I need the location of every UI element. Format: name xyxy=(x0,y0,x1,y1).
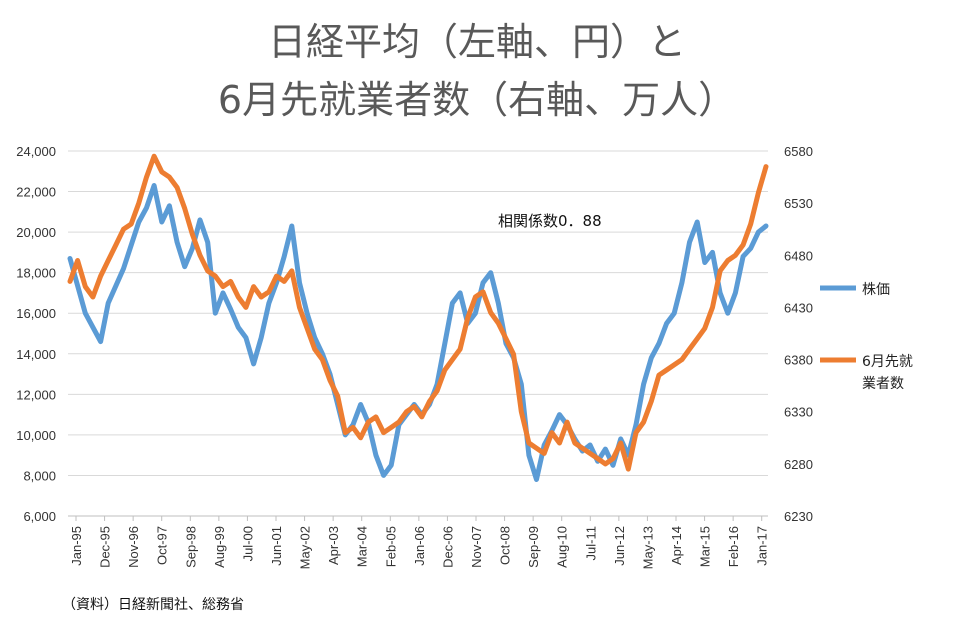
x-tick-label: Dec-95 xyxy=(98,526,113,568)
legend-label-employment-1: 6月先就 xyxy=(862,354,913,370)
x-tick-label: Nov-96 xyxy=(126,526,141,568)
x-tick-label: Jun-01 xyxy=(269,526,284,566)
chart-title-line1: 日経平均（左軸、円）と xyxy=(268,20,686,64)
left-tick-label: 14,000 xyxy=(16,347,56,362)
x-tick-label: Apr-03 xyxy=(326,526,341,565)
x-tick-label: Aug-99 xyxy=(212,526,227,568)
left-axis: 6,000 8,000 10,000 12,000 14,000 16,000 18,000… xyxy=(16,144,56,524)
series-line-employment xyxy=(67,153,769,472)
left-tick-label: 8,000 xyxy=(23,468,56,483)
x-tick-label: Mar-15 xyxy=(698,526,713,567)
x-tick-label: Sep-98 xyxy=(183,526,198,568)
right-tick-label: 6380 xyxy=(784,353,813,368)
x-tick-label: Feb-16 xyxy=(726,526,741,567)
left-tick-label: 22,000 xyxy=(16,185,56,200)
x-tick-label: May-13 xyxy=(640,526,655,569)
right-tick-label: 6230 xyxy=(784,509,813,524)
right-tick-label: 6580 xyxy=(784,144,813,159)
x-tick-label: Jan-06 xyxy=(412,526,427,566)
x-tick-label: Nov-07 xyxy=(469,526,484,568)
legend-label-stock: 株価 xyxy=(862,282,890,298)
x-tick-label: Jun-12 xyxy=(612,526,627,566)
left-tick-label: 6,000 xyxy=(23,509,56,524)
legend-label-employment-2: 業者数 xyxy=(862,376,904,392)
right-tick-label: 6280 xyxy=(784,457,813,472)
x-tick-label: Jan-17 xyxy=(755,526,770,566)
left-tick-label: 12,000 xyxy=(16,387,56,402)
x-tick-label: Oct-97 xyxy=(155,526,170,565)
x-tick-label: Aug-10 xyxy=(555,526,570,568)
x-tick-label: Jul-11 xyxy=(583,526,598,560)
x-tick-label: May-02 xyxy=(298,526,313,569)
left-tick-label: 20,000 xyxy=(16,225,56,240)
x-tick-label: Oct-08 xyxy=(498,526,513,565)
x-tick-label: Feb-05 xyxy=(383,526,398,567)
series-line-stock xyxy=(67,183,769,482)
correlation-annotation: 相関係数0．88 xyxy=(498,212,602,230)
x-axis: Jan-95 Dec-95 Nov-96 Oct-97 Sep-98 Aug-99 Jul-… xyxy=(69,516,770,569)
right-tick-label: 6480 xyxy=(784,248,813,263)
right-tick-label: 6330 xyxy=(784,405,813,420)
x-tick-label: Dec-06 xyxy=(440,526,455,568)
left-tick-label: 18,000 xyxy=(16,266,56,281)
series-layer xyxy=(67,153,769,482)
left-tick-label: 24,000 xyxy=(16,144,56,159)
x-tick-label: Jan-95 xyxy=(69,526,84,566)
right-axis: 6230 6280 6330 6380 6430 6480 6530 6580 xyxy=(784,144,813,524)
left-tick-label: 16,000 xyxy=(16,306,56,321)
legend: 株価 6月先就 業者数 xyxy=(820,282,913,392)
source-note: （資料）日経新聞社、総務省 xyxy=(62,597,244,613)
x-tick-label: Sep-09 xyxy=(526,526,541,568)
chart-title-line2: 6月先就業者数（右軸、万人） xyxy=(218,78,736,122)
left-tick-label: 10,000 xyxy=(16,428,56,443)
x-tick-label: Mar-04 xyxy=(355,526,370,567)
x-tick-label: Jul-00 xyxy=(240,526,255,561)
right-tick-label: 6530 xyxy=(784,196,813,211)
right-tick-label: 6430 xyxy=(784,300,813,315)
gridlines xyxy=(68,150,768,517)
x-tick-label: Apr-14 xyxy=(669,526,684,565)
